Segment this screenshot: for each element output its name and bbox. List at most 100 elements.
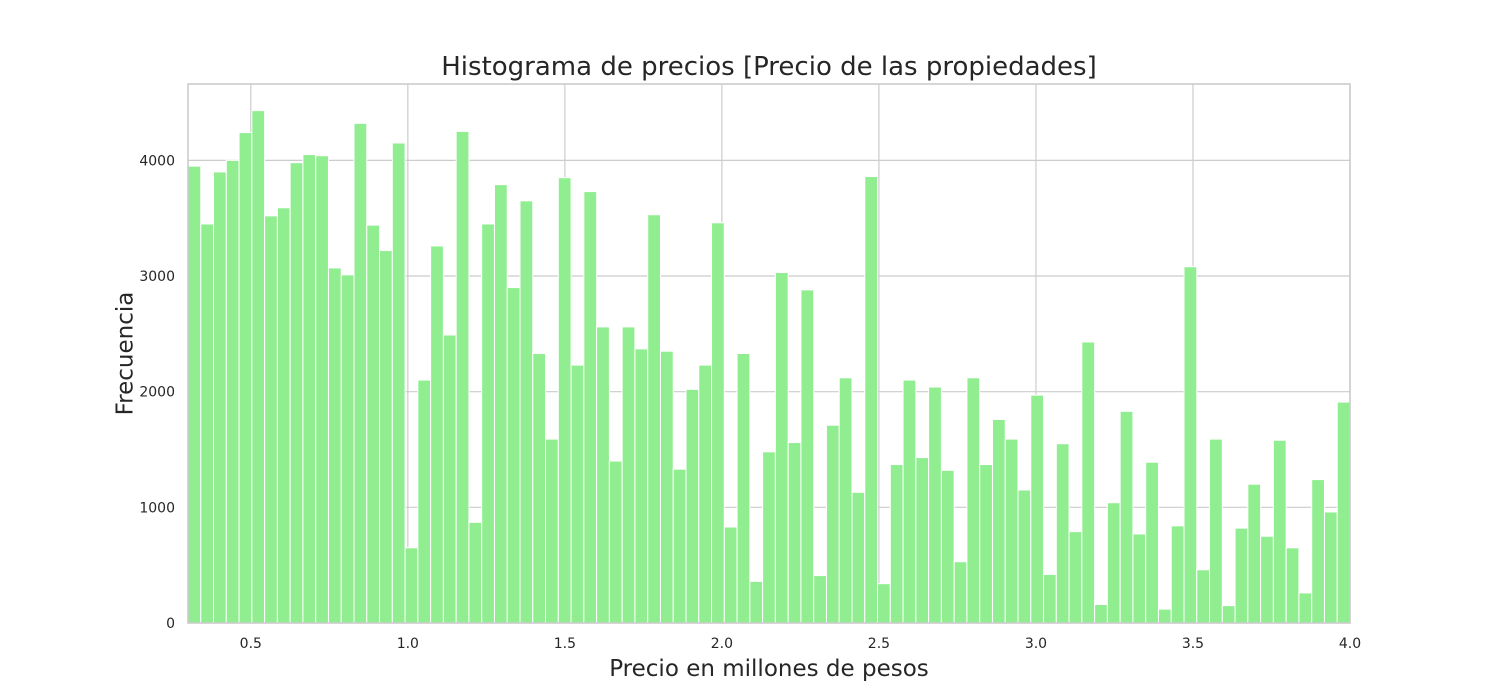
histogram-bar [608, 460, 623, 624]
y-axis-label: Frecuencia [113, 292, 139, 416]
histogram-bar [238, 132, 253, 624]
histogram-bar [902, 379, 917, 624]
histogram-bar [1017, 489, 1032, 624]
histogram-bar [251, 110, 266, 624]
histogram-bar [659, 350, 674, 624]
histogram-bar [430, 245, 444, 624]
histogram-bar [838, 377, 853, 624]
y-tick-label: 3000 [139, 269, 175, 285]
histogram-bars [187, 110, 1351, 624]
x-tick-label: 1.0 [397, 636, 419, 652]
histogram-bar [1234, 527, 1249, 624]
histogram-bar [1311, 479, 1325, 624]
histogram-bar [583, 191, 598, 624]
histogram-bar [1196, 569, 1211, 624]
histogram-bar [532, 353, 547, 624]
histogram-bar [1119, 410, 1134, 624]
histogram-bar [723, 526, 738, 624]
histogram-bar [634, 348, 649, 624]
histogram-bar [953, 561, 968, 624]
histogram-bar [596, 326, 610, 624]
x-axis-label: Precio en millones de pesos [609, 656, 929, 682]
histogram-bar [991, 418, 1006, 624]
chart-title: Histograma de precios [Precio de las pro… [441, 52, 1096, 82]
histogram-bar [749, 580, 764, 624]
histogram-bar [404, 547, 419, 624]
histogram-bar [1247, 483, 1262, 624]
histogram-bar [711, 222, 725, 624]
histogram-bar [570, 364, 585, 624]
histogram-bar [315, 155, 329, 624]
histogram-bar [966, 377, 981, 624]
histogram-bar [825, 424, 840, 624]
x-tick-label: 1.5 [554, 636, 576, 652]
histogram-bar [506, 287, 521, 624]
histogram-bar [187, 165, 202, 624]
histogram-bar [672, 468, 687, 624]
histogram-bar [1170, 525, 1185, 624]
histogram-bar [940, 469, 955, 624]
histogram-bar [1209, 438, 1223, 624]
histogram-bar [327, 267, 342, 624]
histogram-bar [442, 334, 457, 624]
histogram-bar [468, 521, 483, 624]
histogram-bar [851, 491, 866, 624]
histogram-bar [557, 177, 572, 624]
histogram-bar [391, 142, 406, 624]
histogram-bar [545, 438, 559, 624]
histogram-bar [289, 162, 304, 624]
histogram-bar [1068, 531, 1083, 624]
histogram-bar [200, 223, 215, 624]
histogram-bar [1030, 394, 1045, 624]
histogram-bar [1285, 547, 1300, 624]
histogram-bar [762, 451, 776, 624]
histogram-bar [379, 250, 393, 624]
histogram-bar [928, 386, 942, 624]
histogram-bar [1260, 535, 1274, 624]
histogram-bar [1183, 266, 1198, 624]
histogram-bar [1055, 443, 1070, 624]
y-axis-ticks: 0 1000 2000 3000 4000 [139, 153, 175, 632]
histogram-bar [302, 154, 317, 624]
histogram-bar [1106, 502, 1121, 624]
histogram-bar [1004, 438, 1019, 624]
histogram-bar [889, 464, 904, 624]
histogram-bar [1157, 608, 1172, 624]
y-tick-label: 4000 [139, 153, 175, 169]
histogram-bar [647, 214, 661, 624]
histogram-bar [1298, 592, 1313, 624]
y-tick-label: 2000 [139, 385, 175, 401]
histogram-bar [1094, 603, 1108, 624]
histogram-bar [353, 122, 368, 624]
x-tick-label: 3.0 [1025, 636, 1047, 652]
histogram-bar [979, 464, 993, 624]
histogram-bar [736, 353, 751, 624]
histogram-bar [366, 224, 381, 624]
histogram-bar [1081, 341, 1096, 624]
histogram-bar [1132, 533, 1147, 624]
x-tick-label: 4.0 [1339, 636, 1361, 652]
histogram-bar [213, 171, 227, 624]
y-tick-label: 0 [166, 616, 175, 632]
histogram-bar [800, 289, 815, 624]
histogram-bar [864, 176, 879, 624]
x-axis-ticks: 0.5 1.0 1.5 2.0 2.5 3.0 3.5 4.0 [240, 636, 1361, 652]
x-tick-label: 2.5 [868, 636, 890, 652]
histogram-bar [1323, 511, 1338, 624]
histogram-bar [1336, 401, 1351, 624]
y-tick-label: 1000 [139, 500, 175, 516]
histogram-bar [787, 442, 802, 624]
histogram-bar [264, 215, 278, 624]
histogram-bar [225, 159, 240, 624]
x-tick-label: 2.0 [711, 636, 733, 652]
x-tick-label: 3.5 [1182, 636, 1204, 652]
histogram-bar [493, 184, 508, 624]
histogram-bar [698, 364, 713, 624]
histogram-bar [340, 274, 355, 624]
histogram-bar [519, 200, 534, 624]
histogram-bar [276, 207, 291, 624]
histogram-bar [877, 583, 891, 624]
histogram-bar [417, 379, 432, 624]
histogram-bar [915, 457, 930, 624]
